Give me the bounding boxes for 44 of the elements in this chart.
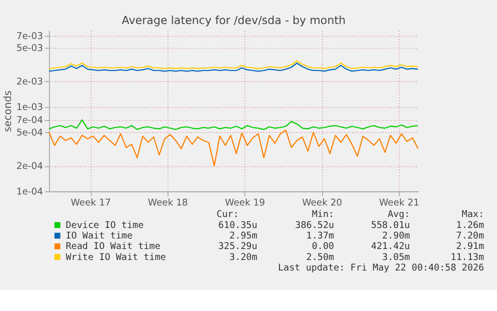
text: 1.26m [456,220,484,231]
text: Avg: [388,209,410,220]
x-tick-label: Week 18 [148,198,188,209]
text: 2.50m [306,252,335,263]
line-series [48,130,419,166]
text: 3.05m [382,252,410,263]
text: 11.13m [450,252,484,263]
legend-label: Read IO Wait time [66,241,161,252]
y-axis-title: seconds [2,90,14,132]
x-tick-label: Week 17 [70,198,111,209]
text: 1.37m [306,230,335,242]
line-series [48,62,419,72]
text: 421.42u [371,241,410,252]
y-tick-label: 7e-03 [16,30,44,42]
text: 386.52u [295,220,334,231]
line-series [48,60,419,70]
text: 3.20m [229,252,258,263]
text: 2.90m [382,230,410,242]
y-tick-label: 7e-04 [16,115,44,126]
chart-title: Average latency for /dev/sda - by month [122,14,346,27]
y-tick-label: 1e-04 [16,186,44,198]
x-tick-label: Week 20 [302,198,342,209]
text: Last update: Fri May 22 00:40:58 2026 [278,262,484,274]
text: 325.29u [218,241,258,252]
text: 2.91m [456,241,484,252]
text: Min: [312,209,334,220]
legend-label: Write IO Wait time [66,252,166,263]
y-tick-label: 2e-03 [16,76,44,88]
x-tick-label: Week 19 [224,198,266,209]
y-tick-label: 1e-03 [16,102,44,114]
text: 610.35u [218,220,258,231]
text: Cur: [216,209,239,220]
y-tick-label: 5e-03 [16,43,44,54]
x-tick-label: Week 21 [379,198,420,209]
text: Max: [462,209,484,220]
y-tick-label: 2e-04 [16,161,44,172]
text: 2.95m [229,230,258,242]
legend-label: IO Wait time [66,230,133,242]
legend-label: Device IO time [66,220,144,231]
text: 558.01u [371,220,410,231]
text: 7.20m [456,230,484,242]
line-series [48,119,419,130]
text: 0.00 [312,241,334,252]
y-tick-label: 5e-04 [16,128,44,139]
